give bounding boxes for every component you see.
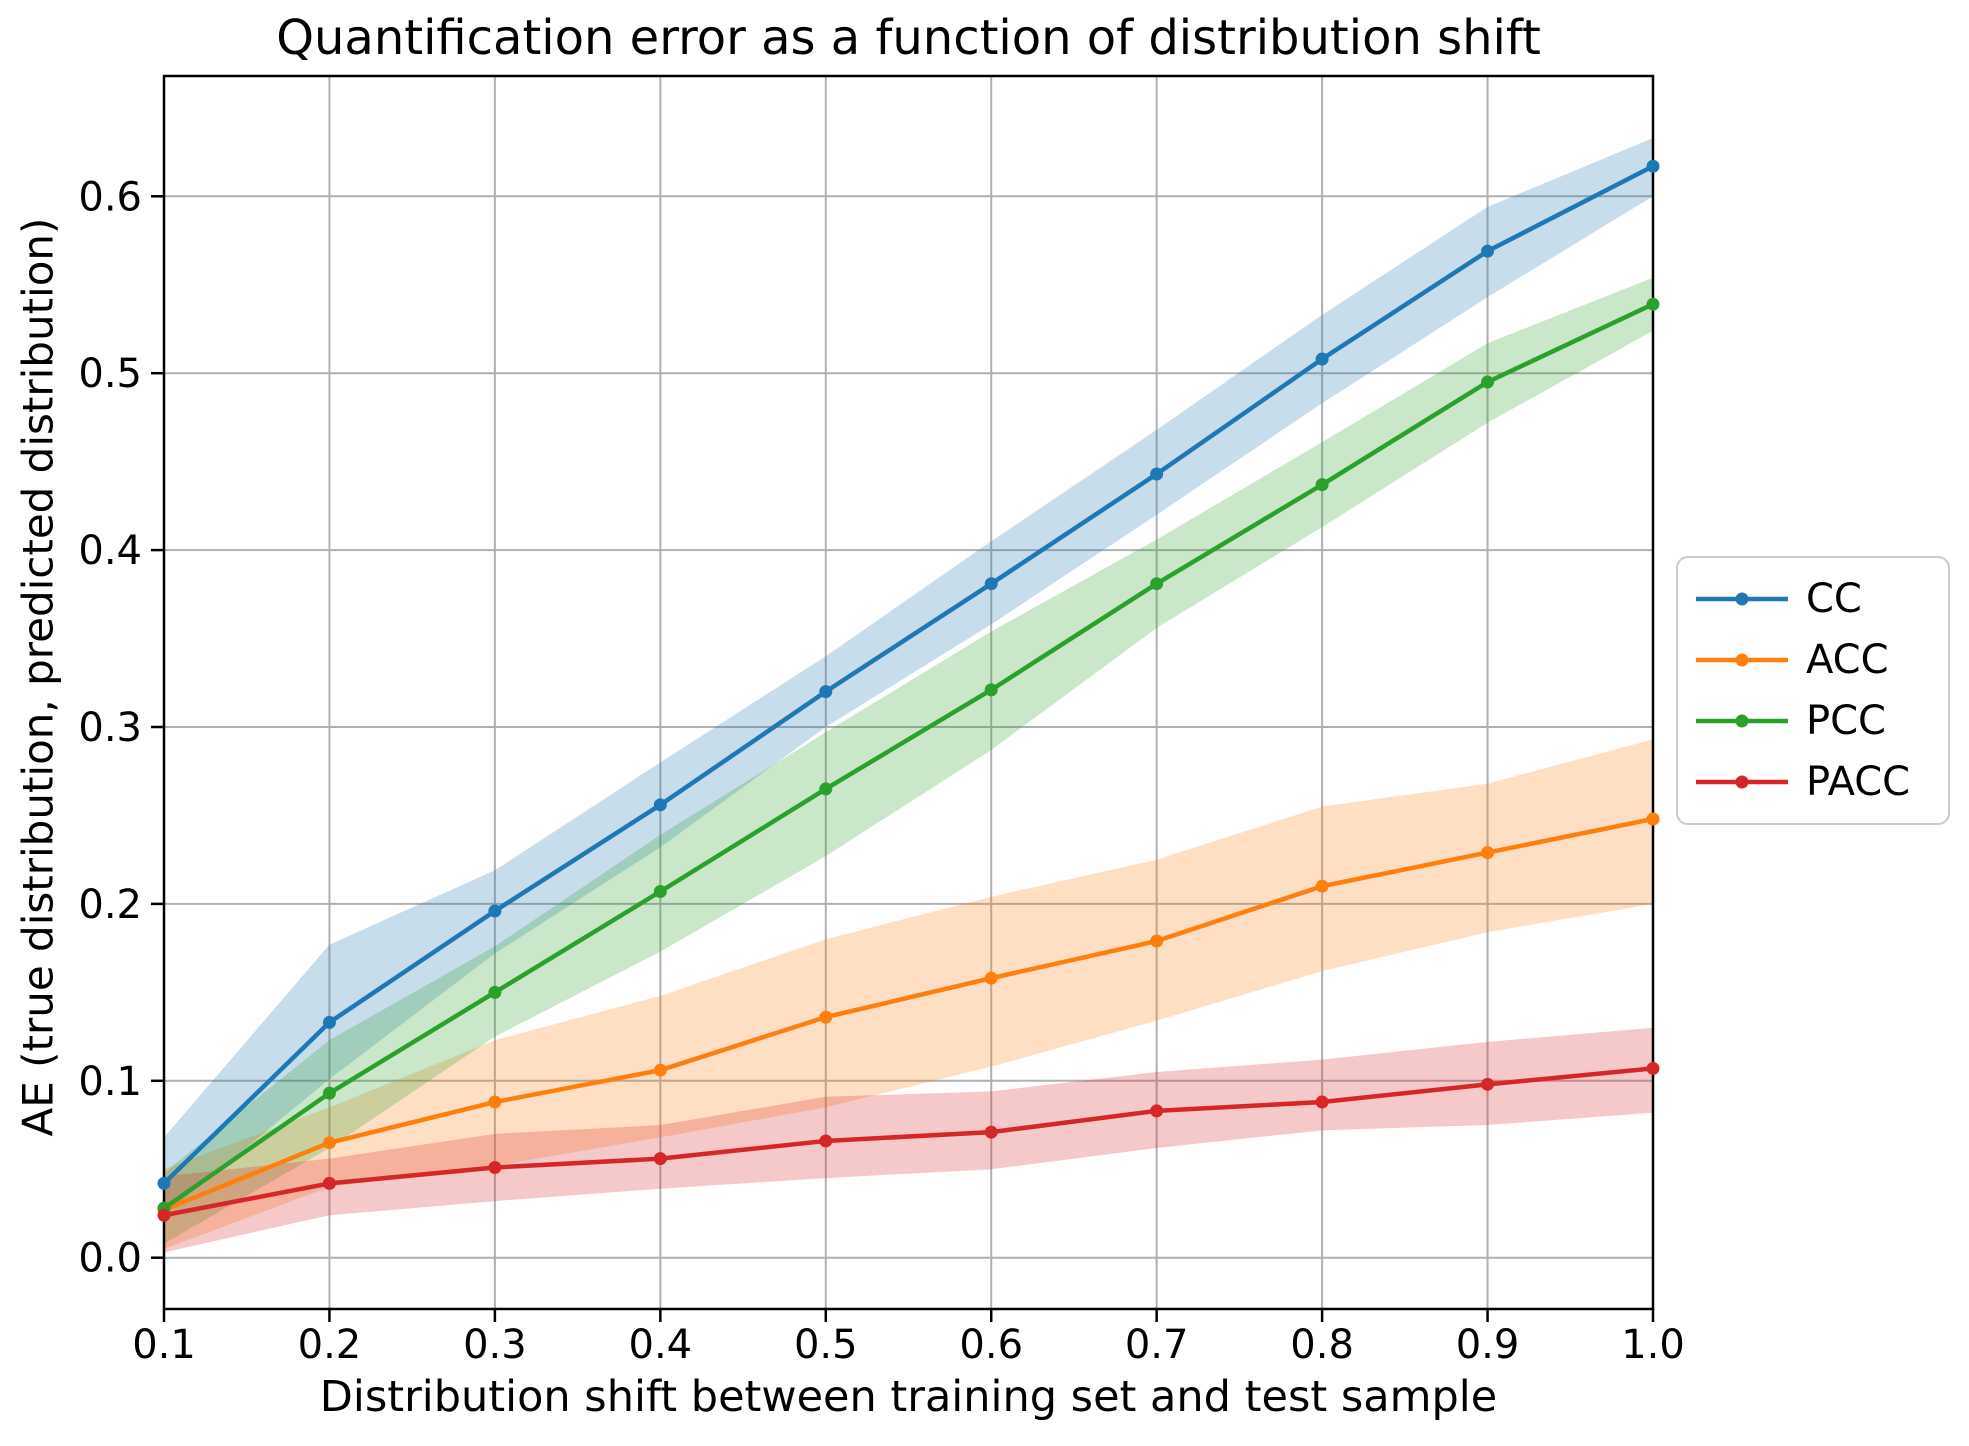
data-point-PCC-0.3 (488, 985, 502, 999)
data-point-PCC-0.4 (653, 885, 667, 899)
legend-item-PCC: PCC (1694, 701, 1932, 741)
data-point-CC-0.2 (322, 1015, 336, 1029)
data-point-ACC-0.9 (1481, 846, 1495, 860)
confidence-band-ACC (164, 739, 1653, 1249)
data-point-PACC-0.8 (1315, 1095, 1329, 1109)
series-line-CC (161, 163, 1656, 1186)
confidence-band-PACC (164, 1027, 1653, 1253)
data-point-PACC-0.6 (984, 1125, 998, 1139)
legend-label-PACC: PACC (1806, 759, 1911, 806)
data-point-ACC-1.0 (1646, 812, 1660, 826)
data-point-CC-0.5 (819, 685, 833, 699)
data-point-ACC-0.8 (1315, 879, 1329, 893)
legend-label-CC: CC (1806, 575, 1862, 622)
legend-swatch-CC (1696, 592, 1788, 606)
x-axis-label: Distribution shift between training set … (319, 1372, 1498, 1422)
x-tick-label-0.3: 0.3 (463, 1322, 527, 1368)
legend-item-ACC: ACC (1694, 640, 1932, 680)
data-point-PCC-0.7 (1150, 577, 1164, 591)
series-line-PACC (161, 1066, 1656, 1218)
data-point-PACC-0.1 (157, 1208, 171, 1222)
y-axis-label: AE (true distribution, predicted distrib… (13, 217, 63, 1137)
data-point-PACC-1.0 (1646, 1061, 1660, 1075)
x-tick-label-0.9: 0.9 (1456, 1322, 1520, 1368)
legend-item-CC: CC (1694, 579, 1932, 619)
data-point-PCC-0.5 (819, 782, 833, 796)
data-point-CC-0.3 (488, 904, 502, 918)
chart-title: Quantification error as a function of di… (276, 10, 1541, 66)
y-tick-label-0.3: 0.3 (78, 705, 142, 751)
data-point-PACC-0.3 (488, 1160, 502, 1174)
data-point-CC-0.6 (984, 577, 998, 591)
x-tick-label-1.0: 1.0 (1621, 1322, 1685, 1368)
legend-marker-icon (1735, 653, 1749, 667)
data-point-ACC-0.4 (653, 1063, 667, 1077)
data-point-PACC-0.9 (1481, 1077, 1495, 1091)
axes-spines (162, 74, 1655, 1311)
legend-label-ACC: ACC (1806, 636, 1889, 683)
y-tick-label-0.0: 0.0 (78, 1236, 142, 1282)
legend-label-PCC: PCC (1806, 698, 1886, 745)
legend: CC ACC PCC PACC (1676, 556, 1950, 825)
legend-marker-icon (1735, 592, 1749, 606)
x-tick-label-0.4: 0.4 (629, 1322, 693, 1368)
data-point-CC-0.8 (1315, 352, 1329, 366)
data-point-ACC-0.6 (984, 971, 998, 985)
y-tick-label-0.1: 0.1 (78, 1059, 142, 1105)
y-tick-label-0.4: 0.4 (78, 528, 142, 574)
data-point-CC-0.1 (157, 1176, 171, 1190)
data-point-ACC-0.7 (1150, 934, 1164, 948)
y-tick-label-0.2: 0.2 (78, 882, 142, 928)
legend-swatch-PCC (1696, 714, 1788, 728)
data-point-PACC-0.7 (1150, 1104, 1164, 1118)
data-point-PACC-0.5 (819, 1134, 833, 1148)
y-tick-label-0.6: 0.6 (78, 174, 142, 220)
data-point-CC-0.7 (1150, 467, 1164, 481)
series-line-ACC (161, 816, 1656, 1213)
y-tick-label-0.5: 0.5 (78, 351, 142, 397)
data-point-CC-0.9 (1481, 244, 1495, 258)
x-tick-label-0.2: 0.2 (298, 1322, 362, 1368)
series-line-PCC (161, 301, 1656, 1211)
data-point-PCC-0.2 (322, 1086, 336, 1100)
data-point-ACC-0.3 (488, 1095, 502, 1109)
legend-marker-icon (1735, 775, 1749, 789)
data-point-CC-0.4 (653, 798, 667, 812)
data-point-CC-1.0 (1646, 159, 1660, 173)
x-tick-label-0.8: 0.8 (1290, 1322, 1354, 1368)
x-tick-label-0.6: 0.6 (959, 1322, 1023, 1368)
legend-swatch-PACC (1696, 775, 1788, 789)
x-tick-label-0.7: 0.7 (1125, 1322, 1189, 1368)
legend-item-PACC: PACC (1694, 762, 1932, 802)
data-point-PCC-0.8 (1315, 478, 1329, 492)
x-tick-label-0.5: 0.5 (794, 1322, 858, 1368)
x-tick-label-0.1: 0.1 (132, 1322, 196, 1368)
legend-swatch-ACC (1696, 653, 1788, 667)
data-point-ACC-0.5 (819, 1010, 833, 1024)
confidence-band-PCC (164, 277, 1653, 1244)
legend-marker-icon (1735, 714, 1749, 728)
data-point-PACC-0.4 (653, 1152, 667, 1166)
data-point-PCC-0.6 (984, 683, 998, 697)
data-point-PACC-0.2 (322, 1176, 336, 1190)
data-point-PCC-1.0 (1646, 297, 1660, 311)
confidence-band-CC (164, 137, 1653, 1216)
data-point-ACC-0.2 (322, 1136, 336, 1150)
data-point-PCC-0.9 (1481, 375, 1495, 389)
